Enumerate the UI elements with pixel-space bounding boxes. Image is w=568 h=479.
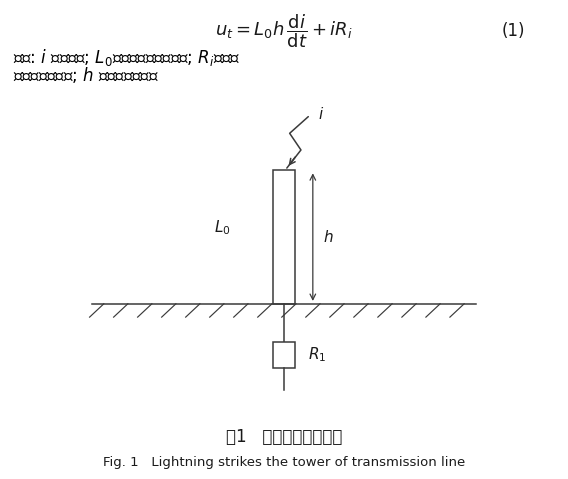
Text: $R_1$: $R_1$ [308, 346, 326, 365]
Text: $L_0$: $L_0$ [214, 218, 231, 237]
Text: $i$: $i$ [319, 106, 325, 122]
Text: 式中: $i$ 为雷电流; $L_0$为杆塔单位长度电感; $R_i$为杆塔: 式中: $i$ 为雷电流; $L_0$为杆塔单位长度电感; $R_i$为杆塔 [12, 46, 240, 68]
Text: $h$: $h$ [323, 229, 333, 245]
Bar [273, 342, 295, 368]
Text: (1): (1) [501, 22, 525, 40]
Text: 图1   雷直击杆塔示意图: 图1 雷直击杆塔示意图 [226, 428, 342, 446]
Text: Fig. 1   Lightning strikes the tower of transmission line: Fig. 1 Lightning strikes the tower of tr… [103, 456, 465, 469]
Bar [273, 171, 295, 304]
Text: 的冲击接地阻抗; $h$ 为杆塔的高度。: 的冲击接地阻抗; $h$ 为杆塔的高度。 [12, 65, 158, 85]
Text: $u_t = L_0 h\,\dfrac{\mathrm{d}i}{\mathrm{d}t} + iR_i$: $u_t = L_0 h\,\dfrac{\mathrm{d}i}{\mathr… [215, 12, 353, 50]
